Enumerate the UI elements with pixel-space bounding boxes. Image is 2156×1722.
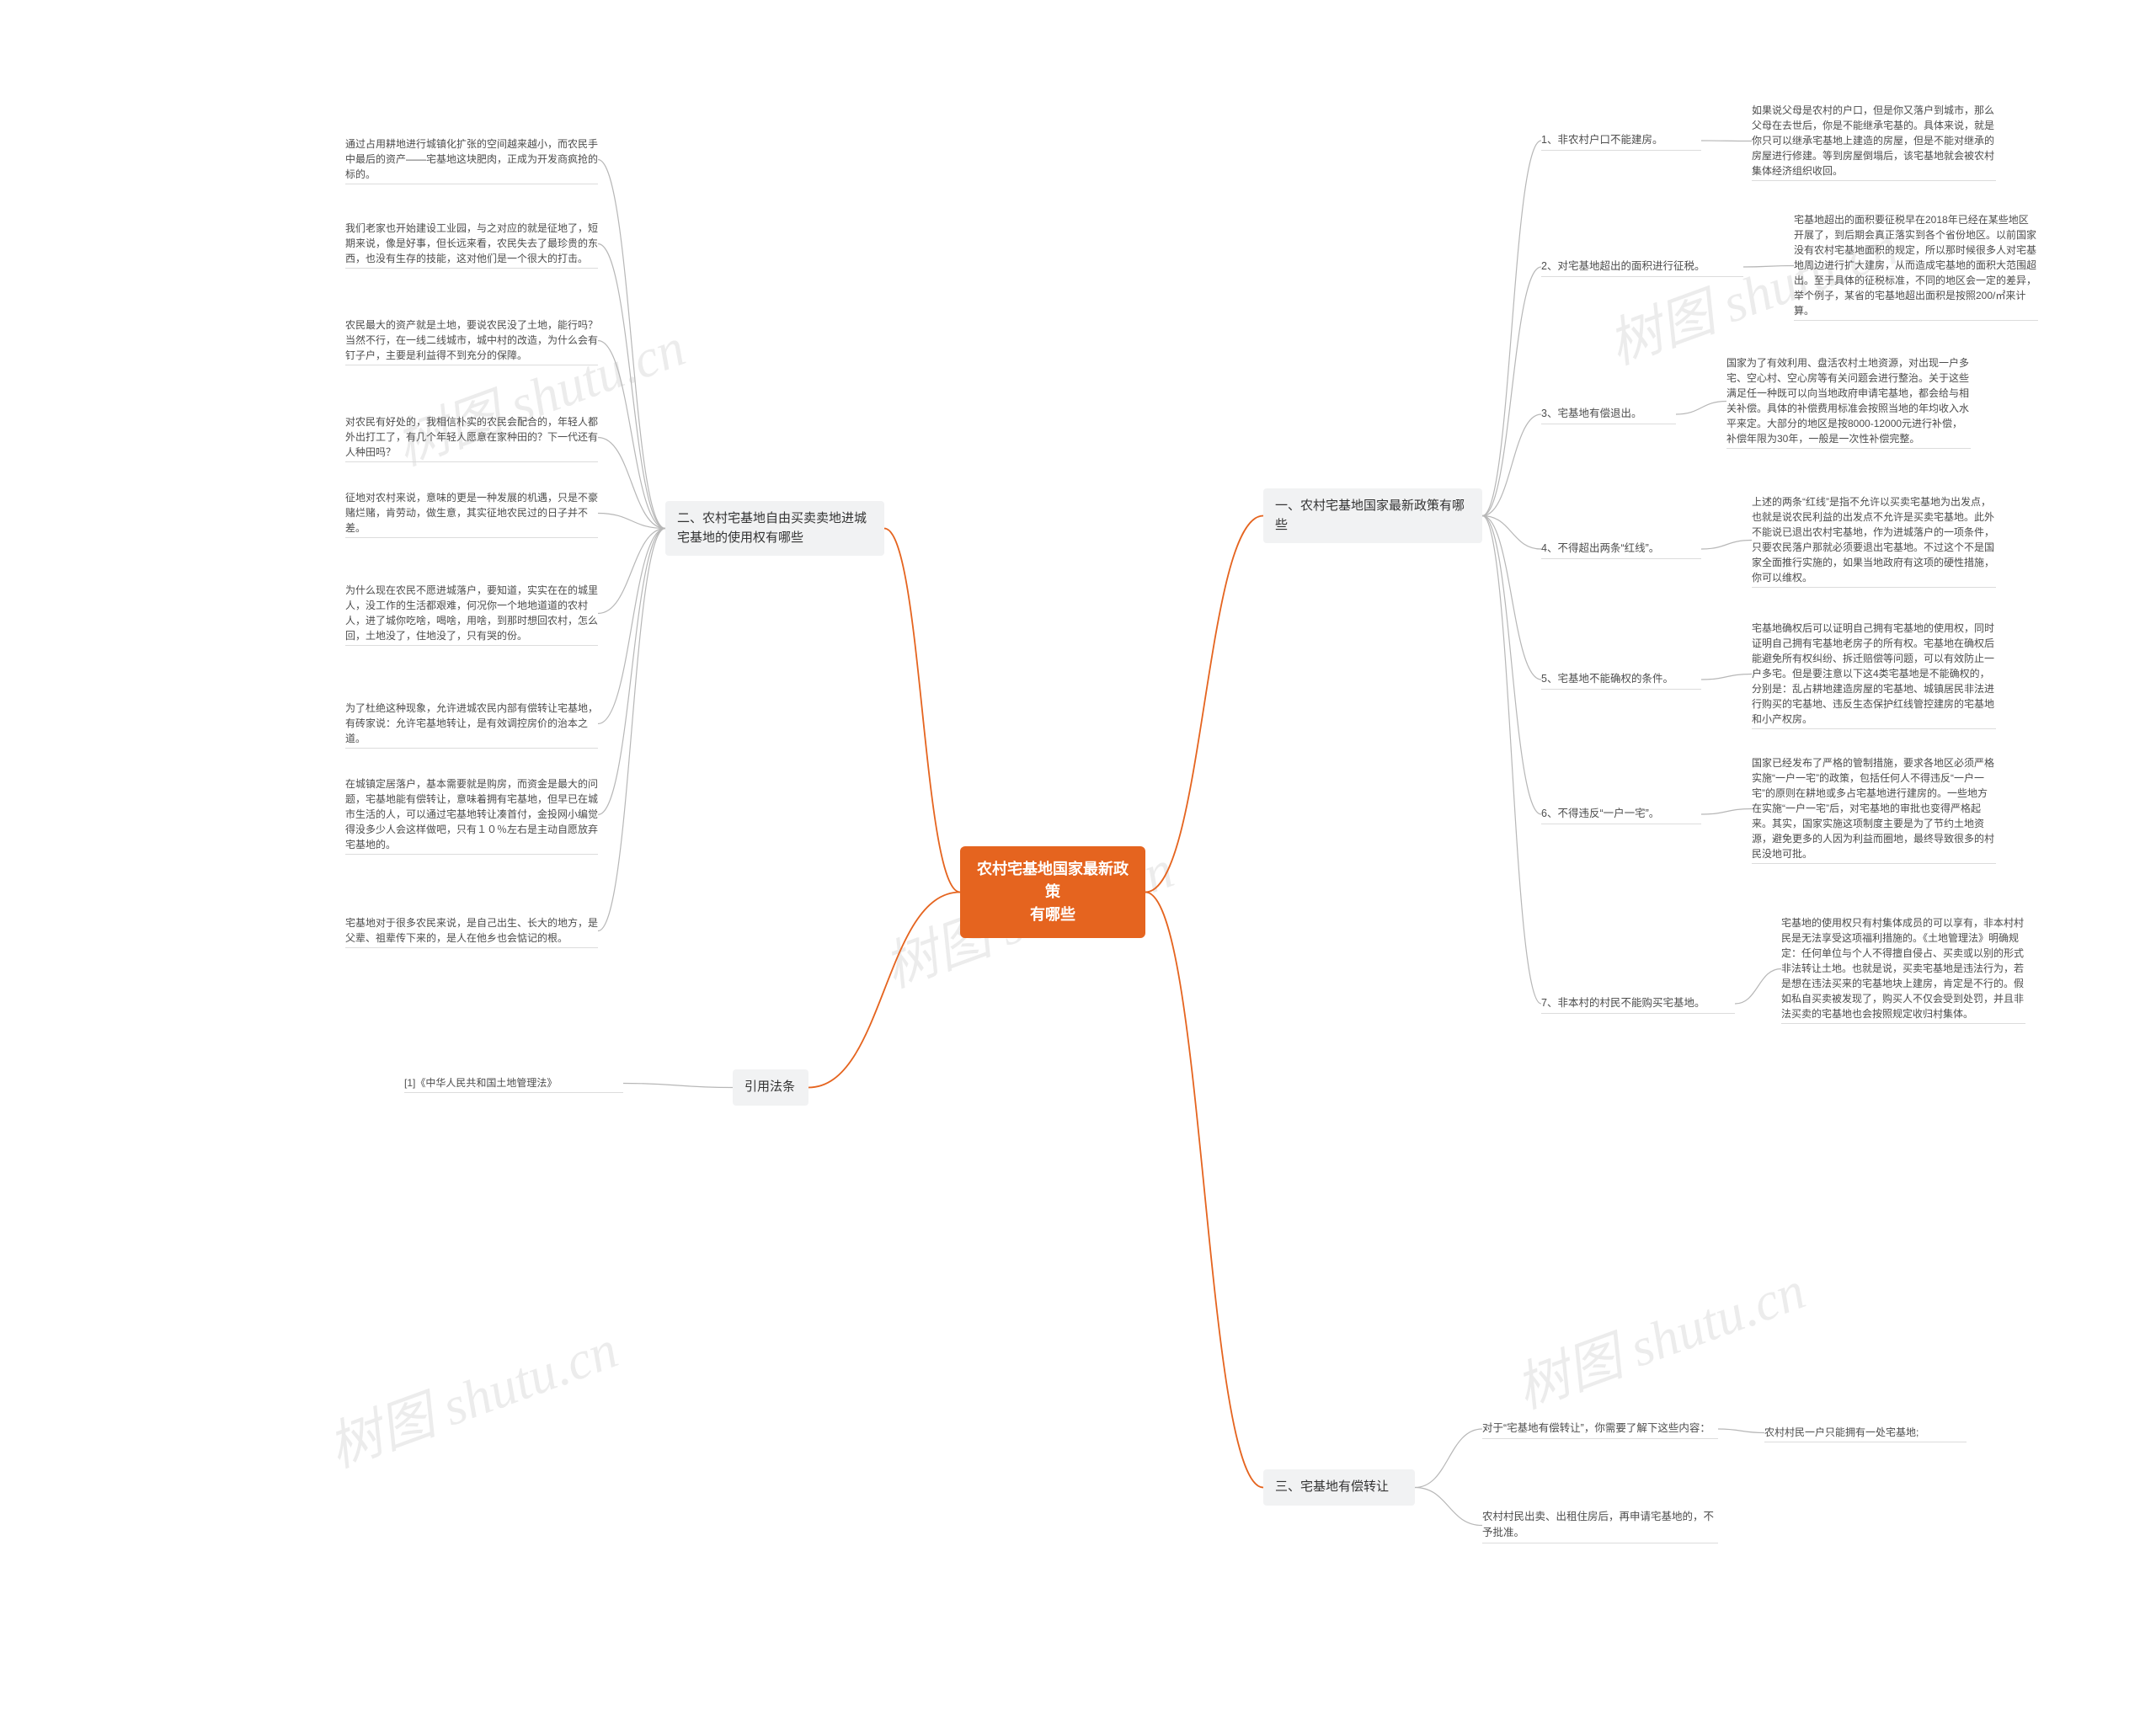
b2-item-1: 通过占用耕地进行城镇化扩张的空间越来越小，而农民手中最后的资产——宅基地这块肥肉… [345, 135, 598, 184]
branch-4-citations[interactable]: 引用法条 [733, 1069, 808, 1106]
mindmap-canvas: 树图 shutu.cn 树图 shutu.cn 树图 shutu.cn 树图 s… [0, 0, 2156, 1722]
b2-item-3: 农民最大的资产就是土地，要说农民没了土地，能行吗？当然不行，在一线二线城市，城中… [345, 316, 598, 365]
b1-item-5[interactable]: 5、宅基地不能确权的条件。 [1541, 669, 1701, 690]
branch-3[interactable]: 三、宅基地有偿转让 [1263, 1469, 1415, 1506]
b1-item-5-detail: 宅基地确权后可以证明自己拥有宅基地的使用权，同时证明自己拥有宅基地老房子的所有权… [1752, 619, 1996, 729]
b2-item-5: 征地对农村来说，意味的更是一种发展的机遇，只是不豪赌烂赌，肯劳动，做生意，其实征… [345, 488, 598, 538]
root-node[interactable]: 农村宅基地国家最新政策有哪些 [960, 846, 1145, 938]
b1-item-6[interactable]: 6、不得违反“一户一宅”。 [1541, 804, 1701, 824]
watermark: 树图 shutu.cn [316, 1306, 627, 1482]
b1-item-4-detail: 上述的两条“红线”是指不允许以买卖宅基地为出发点，也就是说农民利益的出发点不允许… [1752, 493, 1996, 588]
b1-item-6-detail: 国家已经发布了严格的管制措施，要求各地区必须严格实施“一户一宅”的政策，包括任何… [1752, 754, 1996, 864]
b2-item-2: 我们老家也开始建设工业园，与之对应的就是征地了，短期来说，像是好事，但长远来看，… [345, 219, 598, 269]
b2-item-4: 对农民有好处的，我相信朴实的农民会配合的，年轻人都外出打工了，有几个年轻人愿意在… [345, 413, 598, 462]
branch-1[interactable]: 一、农村宅基地国家最新政策有哪些 [1263, 488, 1482, 543]
b3-item-1-detail: 农村村民一户只能拥有一处宅基地; [1764, 1423, 1967, 1442]
b3-item-2[interactable]: 农村村民出卖、出租住房后，再申请宅基地的，不予批准。 [1482, 1507, 1718, 1543]
b1-item-1[interactable]: 1、非农村户口不能建房。 [1541, 131, 1701, 151]
branch-2[interactable]: 二、农村宅基地自由买卖卖地进城宅基地的使用权有哪些 [665, 501, 884, 556]
b2-item-6: 为什么现在农民不愿进城落户，要知道，实实在在的城里人，没工作的生活都艰难，何况你… [345, 581, 598, 646]
b3-item-1[interactable]: 对于“宅基地有偿转让”，你需要了解下这些内容： [1482, 1419, 1718, 1439]
b1-item-4[interactable]: 4、不得超出两条“红线”。 [1541, 539, 1701, 559]
b1-item-2-detail: 宅基地超出的面积要征税早在2018年已经在某些地区开展了，到后期会真正落实到各个… [1794, 211, 2038, 321]
b1-item-3[interactable]: 3、宅基地有偿退出。 [1541, 404, 1676, 424]
b1-item-7[interactable]: 7、非本村的村民不能购买宅基地。 [1541, 994, 1735, 1014]
b1-item-7-detail: 宅基地的使用权只有村集体成员的可以享有，非本村村民是无法享受这项福利措施的。《土… [1781, 914, 2025, 1024]
b2-item-7: 为了杜绝这种现象，允许进城农民内部有偿转让宅基地，有砖家说：允许宅基地转让，是有… [345, 699, 598, 749]
b1-item-3-detail: 国家为了有效利用、盘活农村土地资源，对出现一户多宅、空心村、空心房等有关问题会进… [1726, 354, 1971, 449]
b2-item-8: 在城镇定居落户，基本需要就是购房，而资金是最大的问题，宅基地能有偿转让，意味着拥… [345, 775, 598, 855]
b1-item-1-detail: 如果说父母是农村的户口，但是你又落户到城市，那么父母在去世后，你是不能继承宅基的… [1752, 101, 1996, 181]
b4-item-1: [1]《中华人民共和国土地管理法》 [404, 1074, 623, 1093]
b2-item-9: 宅基地对于很多农民来说，是自己出生、长大的地方，是父辈、祖辈传下来的，是人在他乡… [345, 914, 598, 948]
watermark: 树图 shutu.cn [1503, 1247, 1814, 1423]
b1-item-2[interactable]: 2、对宅基地超出的面积进行征税。 [1541, 257, 1743, 277]
